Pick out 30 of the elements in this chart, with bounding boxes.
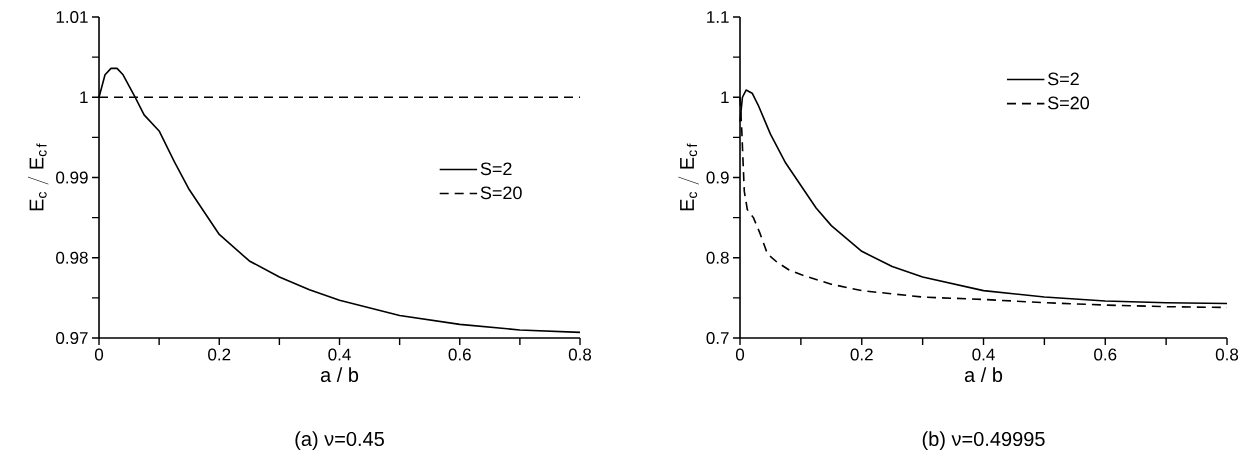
text: (b) ν=0.49995: [922, 431, 1045, 451]
x-tick-label: 0.6: [448, 348, 471, 361]
x-tick-label: 0: [735, 348, 745, 361]
y-tick-label: 0.98: [56, 251, 88, 264]
x-tick-label: 0.4: [328, 348, 351, 361]
x-tick-label: 0.4: [972, 348, 995, 361]
y-tick-label: 1: [721, 91, 729, 104]
y-tick-label: 0.7: [706, 331, 729, 345]
x-axis-title: a / b: [320, 367, 359, 383]
x-tick-label: 0.8: [1215, 348, 1238, 361]
text: (a) ν=0.45: [295, 431, 384, 451]
y-axis-title: $\mathrm{E_{c}\;/\;E_{c\,f}}$: [27, 143, 49, 211]
y-axis-title: $\mathrm{E_{c}\;/\;E_{c\,f}}$: [678, 143, 700, 211]
y-tick-label: 1: [80, 91, 88, 104]
y-tick-label: 0.8: [706, 251, 729, 264]
y-tick-label: 0.97: [56, 331, 88, 345]
x-tick-label: 0.8: [568, 348, 592, 361]
y-tick-label: 1.01: [56, 10, 88, 24]
legend-label: S=2: [480, 162, 512, 176]
legend-label: S=20: [1048, 96, 1090, 110]
legend-label: S=20: [480, 186, 522, 200]
x-tick-label: 0: [94, 348, 104, 361]
y-tick-label: 1.1: [707, 11, 729, 23]
y-tick-label: 0.9: [706, 171, 729, 184]
x-tick-label: 0.2: [850, 348, 873, 361]
x-axis-title: a / b: [964, 367, 1003, 383]
legend-label: S=2: [1048, 72, 1079, 86]
y-tick-label: 0.99: [56, 171, 88, 184]
x-tick-label: 0.2: [208, 348, 231, 361]
x-tick-label: 0.6: [1094, 348, 1117, 361]
